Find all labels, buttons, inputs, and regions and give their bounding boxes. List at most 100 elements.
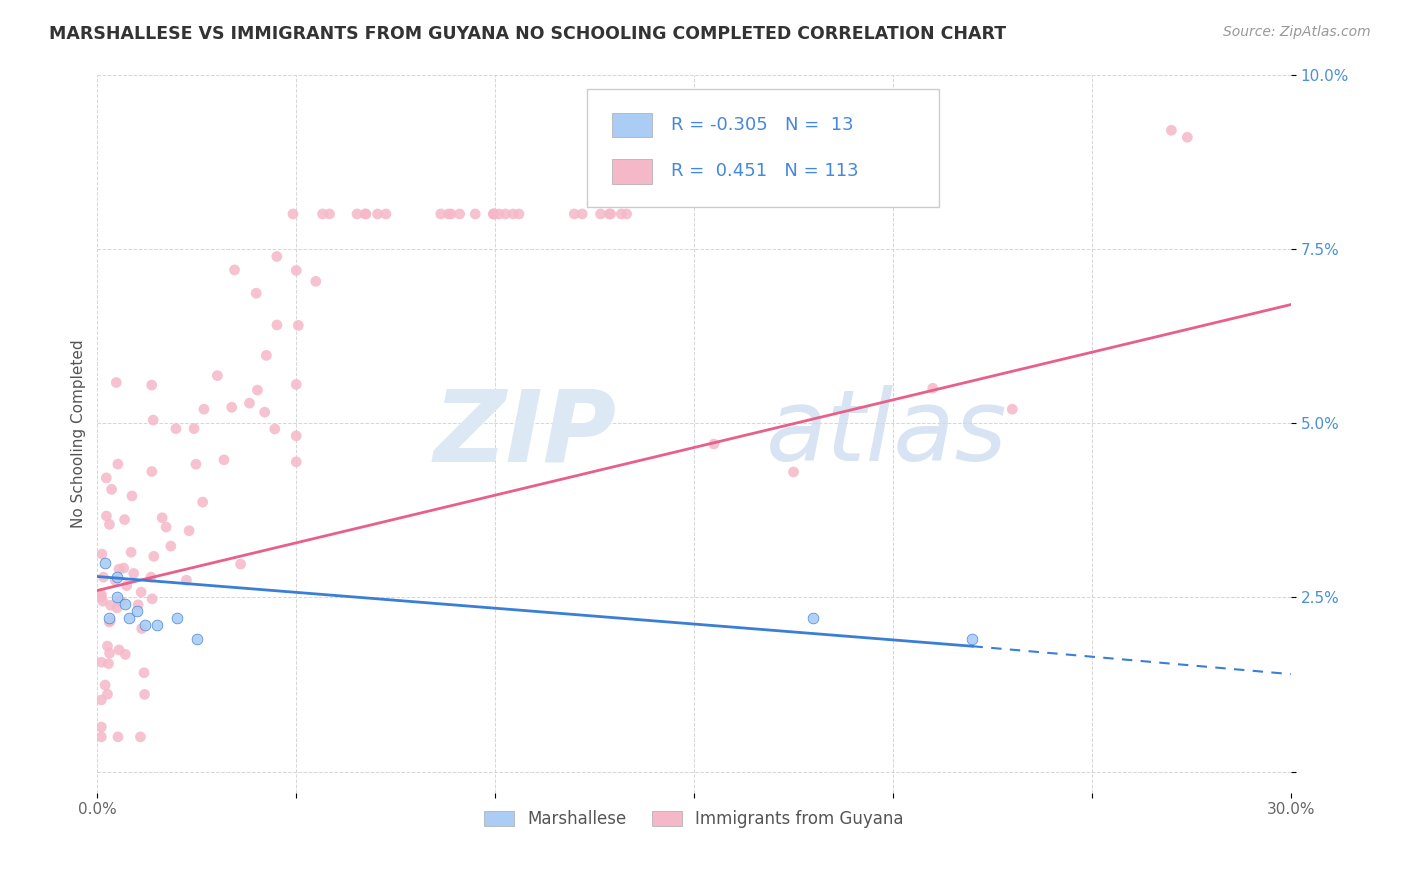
Point <box>354 207 377 221</box>
Point <box>962 632 984 647</box>
Point <box>318 207 340 221</box>
Point <box>229 557 252 571</box>
Point <box>139 570 162 584</box>
Point <box>122 566 145 581</box>
Point <box>571 207 593 221</box>
Point <box>91 594 114 608</box>
Point <box>482 207 505 221</box>
Point <box>429 207 451 221</box>
Point <box>98 615 121 629</box>
Point <box>118 611 141 625</box>
Point <box>184 457 207 471</box>
Point <box>354 207 377 221</box>
Point <box>108 593 131 607</box>
Point <box>155 520 177 534</box>
Point <box>440 207 463 221</box>
Point <box>127 598 149 612</box>
Point <box>224 263 246 277</box>
Point <box>142 413 165 427</box>
Point <box>374 207 396 221</box>
Point <box>141 465 163 479</box>
Point <box>108 562 131 576</box>
Point <box>110 595 132 609</box>
Point <box>114 598 136 612</box>
FancyBboxPatch shape <box>612 160 652 184</box>
Point <box>120 545 142 559</box>
Point <box>495 207 517 221</box>
Point <box>129 730 152 744</box>
Point <box>90 730 112 744</box>
Y-axis label: No Schooling Completed: No Schooling Completed <box>72 339 86 528</box>
Point <box>803 611 825 625</box>
Point <box>98 614 121 628</box>
Point <box>221 401 243 415</box>
Point <box>589 207 612 221</box>
Point <box>287 318 309 333</box>
Point <box>193 402 215 417</box>
Text: ZIP: ZIP <box>433 385 616 482</box>
Text: R = -0.305   N =  13: R = -0.305 N = 13 <box>671 116 853 134</box>
Point <box>285 455 308 469</box>
Point <box>305 274 328 288</box>
Point <box>127 604 149 618</box>
Point <box>97 657 120 671</box>
Point <box>285 429 308 443</box>
Point <box>100 483 122 497</box>
Point <box>121 489 143 503</box>
Point <box>98 646 121 660</box>
FancyBboxPatch shape <box>586 89 939 207</box>
Point <box>464 207 486 221</box>
Point <box>90 590 112 604</box>
Point <box>146 618 169 632</box>
Point <box>176 573 198 587</box>
Text: MARSHALLESE VS IMMIGRANTS FROM GUYANA NO SCHOOLING COMPLETED CORRELATION CHART: MARSHALLESE VS IMMIGRANTS FROM GUYANA NO… <box>49 25 1007 43</box>
Point <box>266 318 288 332</box>
Point <box>107 457 129 471</box>
Point <box>94 678 117 692</box>
Point <box>166 611 188 625</box>
Point <box>105 591 128 605</box>
Point <box>598 207 620 221</box>
Point <box>311 207 333 221</box>
Point <box>134 618 156 632</box>
Point <box>285 377 308 392</box>
Point <box>142 549 165 564</box>
Point <box>183 421 205 435</box>
Point <box>253 405 276 419</box>
Point <box>281 207 304 221</box>
Point <box>141 591 163 606</box>
Point <box>1001 402 1024 417</box>
Text: R =  0.451   N = 113: R = 0.451 N = 113 <box>671 162 859 180</box>
Text: atlas: atlas <box>766 385 1007 482</box>
Point <box>207 368 229 383</box>
Point <box>114 513 136 527</box>
Point <box>104 574 127 588</box>
Point <box>508 207 530 221</box>
Point <box>159 539 181 553</box>
Point <box>96 508 118 523</box>
Point <box>367 207 389 221</box>
Point <box>616 207 638 221</box>
Point <box>212 453 235 467</box>
Point <box>129 585 152 599</box>
Point <box>91 547 114 561</box>
Point <box>246 383 269 397</box>
FancyBboxPatch shape <box>612 112 652 137</box>
Point <box>90 655 112 669</box>
Point <box>482 207 505 221</box>
Point <box>105 600 128 615</box>
Point <box>165 422 187 436</box>
Point <box>94 556 117 570</box>
Point <box>98 517 121 532</box>
Point <box>437 207 460 221</box>
Point <box>782 465 804 479</box>
Point <box>186 632 208 647</box>
Point <box>100 599 122 613</box>
Point <box>98 611 121 625</box>
Point <box>90 720 112 734</box>
Text: Source: ZipAtlas.com: Source: ZipAtlas.com <box>1223 25 1371 39</box>
Point <box>90 693 112 707</box>
Point <box>107 730 129 744</box>
Point <box>599 207 621 221</box>
Point <box>108 643 131 657</box>
